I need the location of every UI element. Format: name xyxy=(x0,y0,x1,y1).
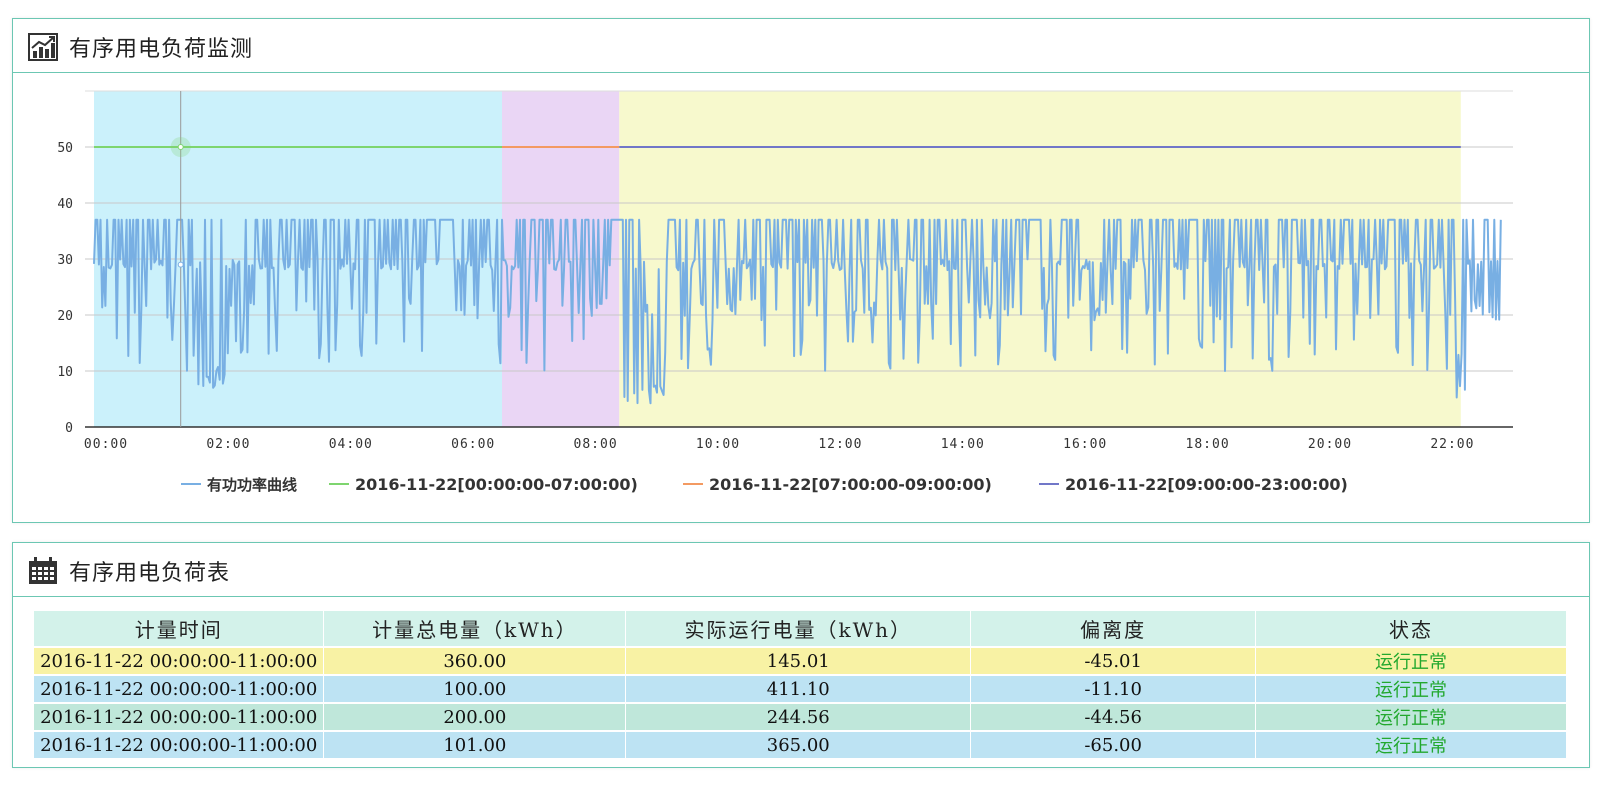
legend-label: 2016-11-22[00:00:00-07:00:00) xyxy=(355,475,638,494)
column-header: 偏离度 xyxy=(970,611,1257,647)
x-tick-label: 14:00 xyxy=(941,437,985,452)
legend-item[interactable]: 2016-11-22[00:00:00-07:00:00) xyxy=(329,475,638,494)
cell-actual: 411.10 xyxy=(625,674,972,703)
legend-label: 2016-11-22[07:00:00-09:00:00) xyxy=(709,475,992,494)
column-header: 状态 xyxy=(1255,611,1567,647)
cell-actual: 365.00 xyxy=(625,730,972,758)
load-table: 计量时间 计量总电量（kWh） 实际运行电量（kWh） 偏离度 状态 2016-… xyxy=(34,611,1567,758)
x-tick-label: 00:00 xyxy=(84,437,128,452)
cell-status: 运行正常 xyxy=(1255,702,1567,731)
cell-status: 运行正常 xyxy=(1255,674,1567,703)
x-tick-label: 16:00 xyxy=(1063,437,1107,452)
x-tick-label: 12:00 xyxy=(818,437,862,452)
x-tick-label: 22:00 xyxy=(1430,437,1474,452)
column-header: 计量总电量（kWh） xyxy=(323,611,627,647)
y-tick-label: 10 xyxy=(57,365,73,380)
y-tick-label: 20 xyxy=(57,309,73,324)
cell-total: 100.00 xyxy=(323,674,627,703)
line-chart-icon xyxy=(28,33,58,61)
legend-item[interactable]: 2016-11-22[09:00:00-23:00:00) xyxy=(1039,475,1348,494)
cell-deviation: -11.10 xyxy=(970,674,1257,703)
table-row: 2016-11-22 00:00:00-11:00:00 101.00 365.… xyxy=(34,730,1567,758)
legend-item[interactable]: 2016-11-22[07:00:00-09:00:00) xyxy=(683,475,992,494)
cell-total: 101.00 xyxy=(323,730,627,758)
legend-label: 有功功率曲线 xyxy=(207,476,297,494)
hover-point xyxy=(177,261,184,268)
table-row: 2016-11-22 00:00:00-11:00:00 100.00 411.… xyxy=(34,674,1567,703)
x-tick-label: 06:00 xyxy=(451,437,495,452)
calendar-grid-icon xyxy=(29,557,57,584)
cell-time: 2016-11-22 00:00:00-11:00:00 xyxy=(34,674,325,703)
x-tick-label: 10:00 xyxy=(696,437,740,452)
table-row: 2016-11-22 00:00:00-11:00:00 200.00 244.… xyxy=(34,702,1567,731)
y-tick-label: 50 xyxy=(57,141,73,156)
legend-item[interactable]: 有功功率曲线 xyxy=(181,476,297,494)
panel-title: 有序用电负荷表 xyxy=(69,561,231,586)
load-table-panel: 有序用电负荷表 计量时间 计量总电量（kWh） 实际运行电量（kWh） 偏离度 … xyxy=(12,542,1590,768)
cell-deviation: -45.01 xyxy=(970,646,1257,675)
x-tick-label: 04:00 xyxy=(329,437,373,452)
load-chart[interactable]: 0 10 20 30 40 50 00:00 02:00 04:00 06:00 08:00 10:0… xyxy=(13,73,1589,522)
cell-actual: 244.56 xyxy=(625,702,972,731)
column-header: 计量时间 xyxy=(34,611,325,647)
cell-time: 2016-11-22 00:00:00-11:00:00 xyxy=(34,646,325,675)
load-monitoring-panel: 有序用电负荷监测 0 10 20 30 40 50 00:00 02:00 04:00 06:00… xyxy=(12,18,1590,523)
power-curve-line xyxy=(93,218,1502,405)
panel-title: 有序用电负荷监测 xyxy=(69,37,254,62)
y-tick-label: 40 xyxy=(57,197,73,212)
y-tick-label: 0 xyxy=(65,421,73,436)
cell-deviation: -65.00 xyxy=(970,730,1257,758)
cell-time: 2016-11-22 00:00:00-11:00:00 xyxy=(34,730,325,758)
x-tick-label: 18:00 xyxy=(1186,437,1230,452)
table-header-row: 计量时间 计量总电量（kWh） 实际运行电量（kWh） 偏离度 状态 xyxy=(34,611,1567,647)
x-tick-label: 02:00 xyxy=(206,437,250,452)
column-header: 实际运行电量（kWh） xyxy=(625,611,972,647)
cell-total: 200.00 xyxy=(323,702,627,731)
y-tick-label: 30 xyxy=(57,253,73,268)
cell-status: 运行正常 xyxy=(1255,730,1567,758)
hover-point xyxy=(177,144,184,150)
x-tick-label: 08:00 xyxy=(574,437,618,452)
cell-time: 2016-11-22 00:00:00-11:00:00 xyxy=(34,702,325,731)
legend-label: 2016-11-22[09:00:00-23:00:00) xyxy=(1065,475,1348,494)
cell-deviation: -44.56 xyxy=(970,702,1257,731)
panel-header: 有序用电负荷表 xyxy=(13,543,1589,597)
panel-header: 有序用电负荷监测 xyxy=(13,19,1589,73)
cell-status: 运行正常 xyxy=(1255,646,1567,675)
cell-total: 360.00 xyxy=(323,646,627,675)
x-tick-label: 20:00 xyxy=(1308,437,1352,452)
table-row: 2016-11-22 00:00:00-11:00:00 360.00 145.… xyxy=(34,646,1567,675)
cell-actual: 145.01 xyxy=(625,646,972,675)
